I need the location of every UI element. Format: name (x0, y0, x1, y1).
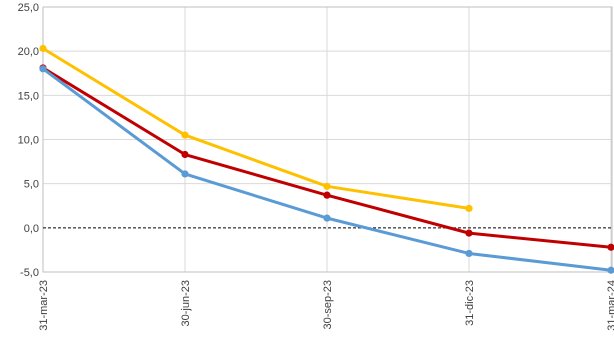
y-axis-tick-labels: -5,0 0,0 5,0 10,0 15,0 20,0 25,0 (18, 2, 39, 279)
data-point (181, 131, 189, 139)
series-layer (39, 44, 614, 274)
x-tick-label: 30-sep-23 (322, 280, 334, 330)
series-line (41, 47, 471, 210)
x-tick-label: 31-mar-23 (38, 280, 50, 331)
y-tick-label: 20,0 (18, 46, 39, 58)
data-point (465, 229, 473, 237)
data-point (465, 249, 473, 258)
data-point (607, 243, 614, 251)
y-tick-label: 25,0 (18, 2, 39, 14)
data-point (39, 44, 47, 53)
series-1 (39, 44, 473, 212)
x-tick-label: 30-jun-23 (180, 280, 192, 326)
data-point (323, 182, 331, 190)
plot-area-border (42, 6, 613, 273)
y-tick-label: -5,0 (20, 267, 39, 279)
data-point (323, 191, 331, 199)
y-tick-label: 10,0 (18, 135, 39, 147)
data-point (323, 214, 331, 222)
data-point (181, 150, 189, 159)
x-axis-tick-labels: 31-mar-23 30-jun-23 30-sep-23 31-dic-23 31-m… (38, 280, 614, 331)
y-tick-label: 15,0 (18, 90, 39, 102)
data-point (39, 65, 47, 73)
x-tick-label: 31-mar-24 (606, 280, 614, 331)
data-point (465, 204, 473, 212)
data-point (607, 266, 614, 274)
x-tick-label: 31-dic-23 (464, 280, 476, 326)
y-tick-label: 5,0 (24, 179, 39, 191)
gridlines (43, 7, 612, 272)
y-tick-label: 0,0 (24, 223, 39, 235)
data-point (181, 170, 189, 178)
series-3 (39, 65, 614, 274)
plot-frame (42, 6, 613, 273)
